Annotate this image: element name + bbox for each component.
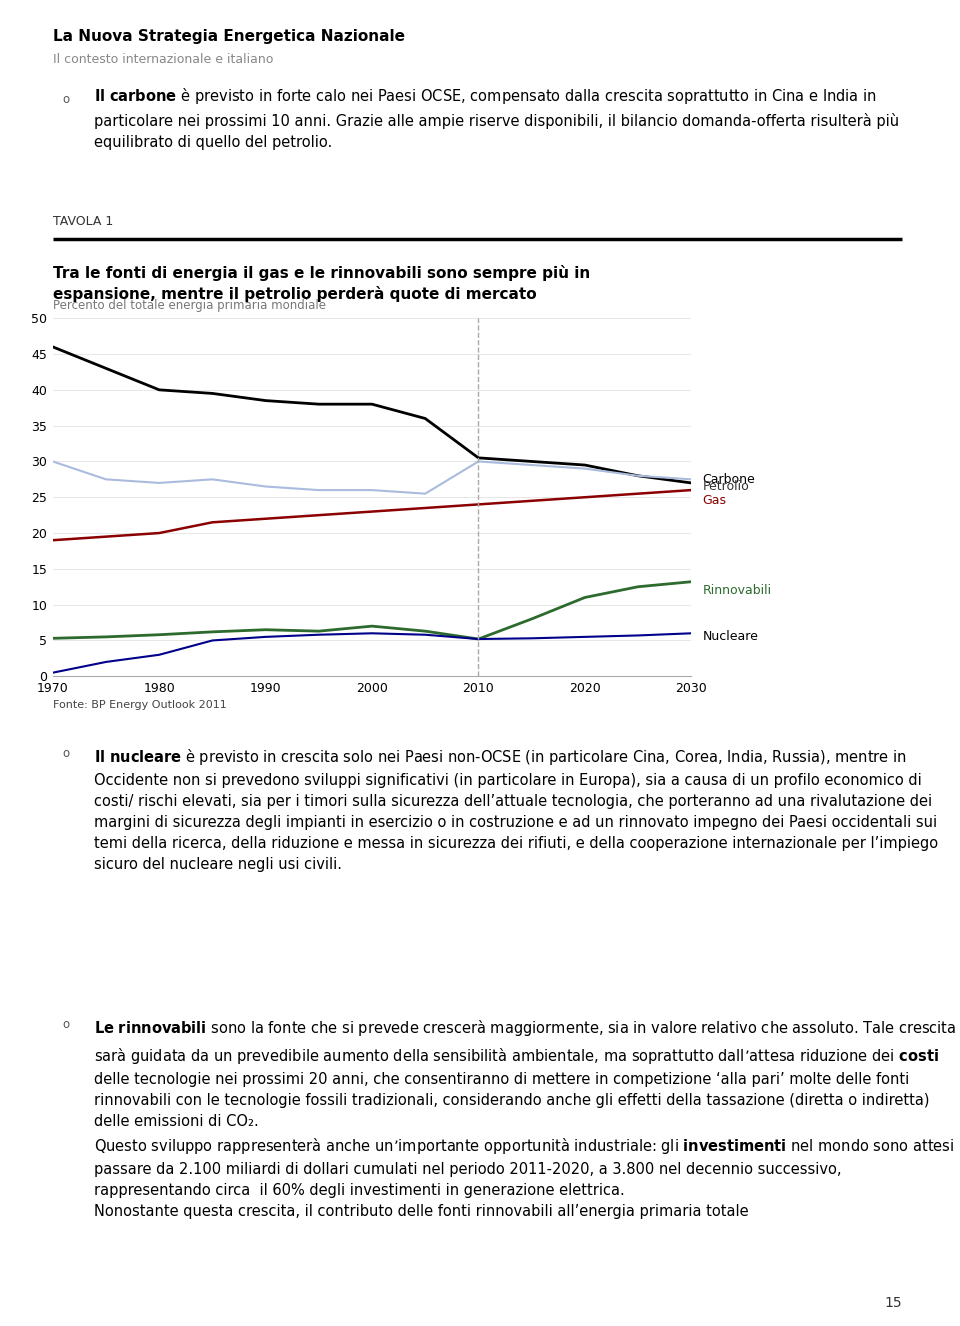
Text: $\mathbf{Il\ carbone}$ è previsto in forte calo nei Paesi OCSE, compensato dalla: $\mathbf{Il\ carbone}$ è previsto in for… bbox=[94, 86, 900, 150]
Text: Percento del totale energia primaria mondiale: Percento del totale energia primaria mon… bbox=[53, 298, 325, 312]
Text: Tra le fonti di energia il gas e le rinnovabili sono sempre più in: Tra le fonti di energia il gas e le rinn… bbox=[53, 265, 590, 281]
Text: Petrolio: Petrolio bbox=[703, 480, 750, 493]
Text: Nucleare: Nucleare bbox=[703, 630, 758, 643]
Text: o: o bbox=[62, 1018, 69, 1032]
Text: $\mathbf{Le\ rinnovabili}$ sono la fonte che si prevede crescerà maggiormente, s: $\mathbf{Le\ rinnovabili}$ sono la fonte… bbox=[94, 1018, 956, 1220]
Text: Rinnovabili: Rinnovabili bbox=[703, 583, 772, 597]
Text: 15: 15 bbox=[885, 1296, 902, 1310]
Text: espansione, mentre il petrolio perderà quote di mercato: espansione, mentre il petrolio perderà q… bbox=[53, 286, 537, 302]
Text: Carbone: Carbone bbox=[703, 473, 756, 485]
Text: o: o bbox=[62, 747, 69, 760]
Text: Il contesto internazionale e italiano: Il contesto internazionale e italiano bbox=[53, 53, 274, 66]
Text: Fonte: BP Energy Outlook 2011: Fonte: BP Energy Outlook 2011 bbox=[53, 700, 227, 711]
Text: o: o bbox=[62, 93, 69, 106]
Text: $\mathbf{Il\ nucleare}$ è previsto in crescita solo nei Paesi non-OCSE (in parti: $\mathbf{Il\ nucleare}$ è previsto in cr… bbox=[94, 747, 938, 871]
Text: La Nuova Strategia Energetica Nazionale: La Nuova Strategia Energetica Nazionale bbox=[53, 29, 405, 44]
Text: TAVOLA 1: TAVOLA 1 bbox=[53, 215, 113, 228]
Text: Gas: Gas bbox=[703, 495, 727, 508]
